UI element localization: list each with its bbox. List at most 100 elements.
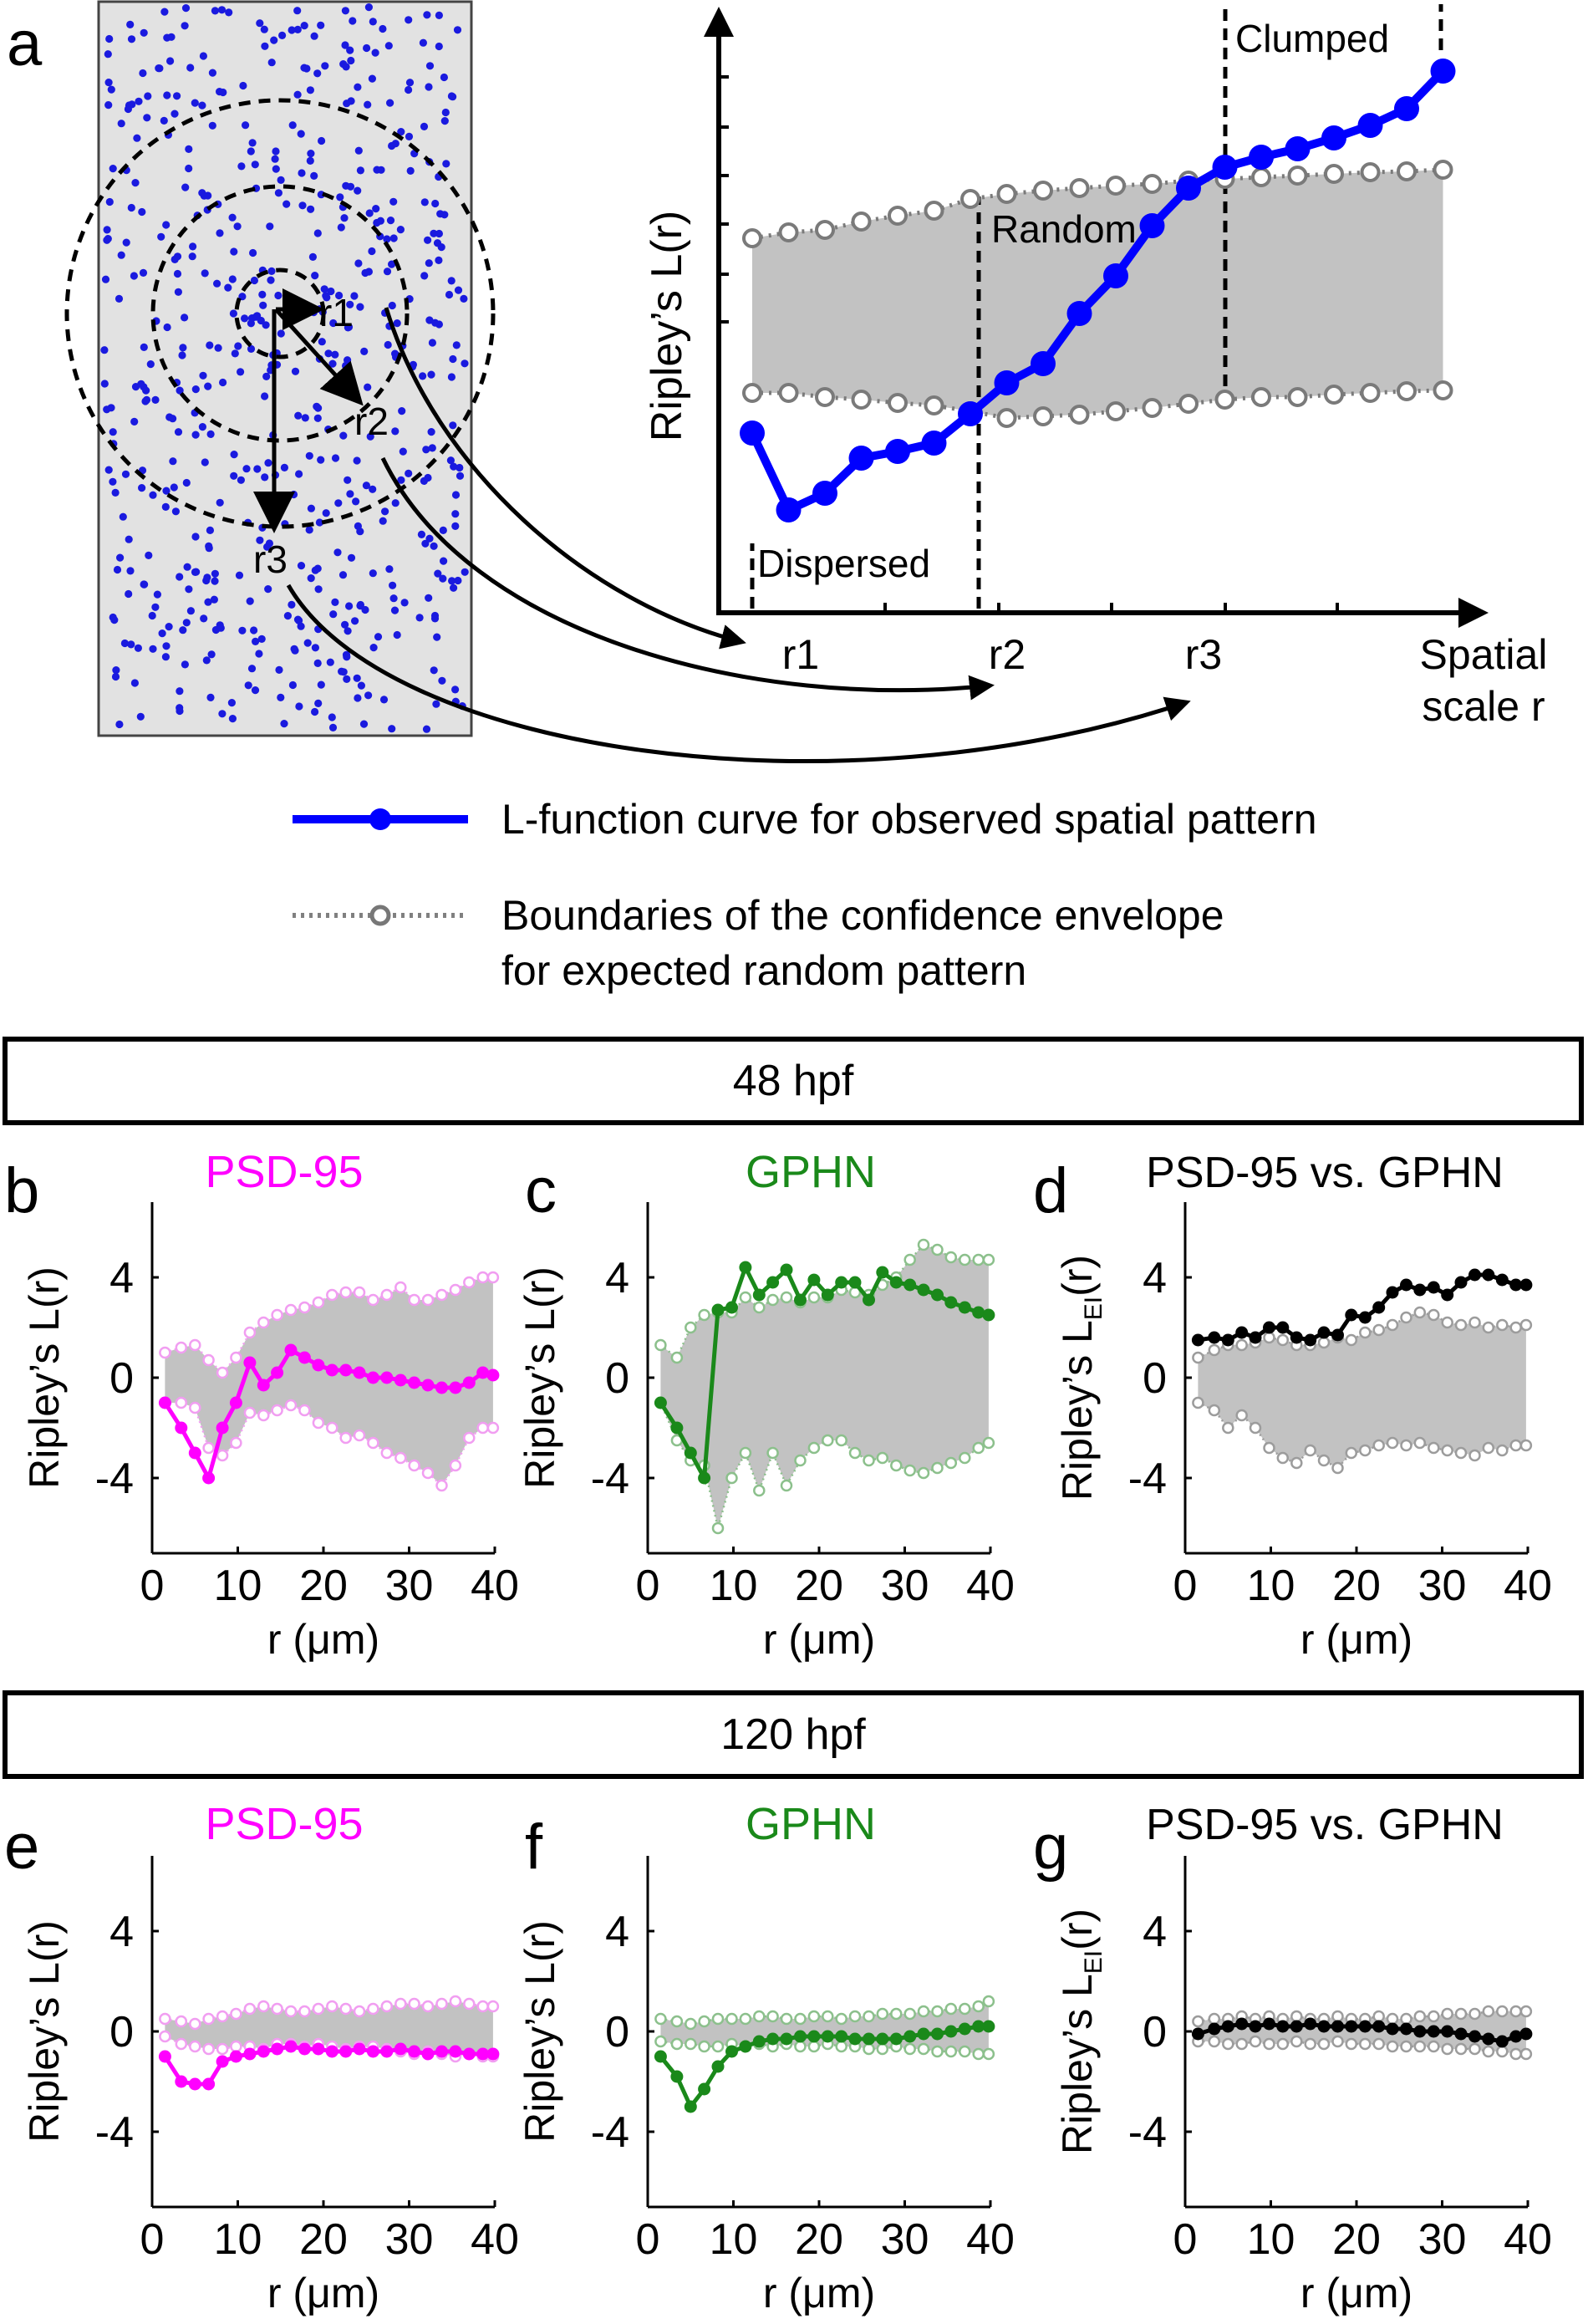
random-point: [165, 623, 173, 631]
random-point: [333, 548, 342, 557]
envelope-marker: [1142, 174, 1163, 194]
schematic-x-label-2: scale r: [1422, 683, 1545, 730]
observed-point: [298, 1351, 311, 1364]
y-tick-label: 0: [1143, 1354, 1167, 1403]
random-point: [293, 7, 302, 15]
observed-point: [312, 1358, 325, 1372]
envelope-point: [312, 1296, 325, 1309]
envelope-point: [972, 2000, 985, 2013]
observed-point: [216, 2055, 229, 2068]
random-point: [225, 8, 233, 17]
random-point: [431, 199, 440, 208]
observed-point: [1495, 1273, 1509, 1287]
envelope-point: [739, 1291, 752, 1304]
random-point: [264, 459, 272, 467]
envelope-point: [698, 2015, 710, 2028]
observed-point: [982, 2020, 995, 2033]
random-point: [199, 371, 207, 380]
envelope-point: [903, 2042, 916, 2056]
observed-point: [1276, 2020, 1290, 2033]
random-point: [428, 444, 436, 452]
envelope-point: [216, 1366, 229, 1379]
observed-point: [271, 2042, 284, 2056]
random-point: [346, 300, 354, 308]
observed-point: [1482, 2032, 1495, 2046]
envelope-point: [1400, 2040, 1412, 2053]
envelope-point: [1345, 2037, 1358, 2051]
envelope-point: [1290, 2035, 1303, 2048]
observed-point: [931, 2027, 944, 2041]
envelope-point: [1428, 2040, 1440, 2053]
random-point: [143, 114, 151, 122]
random-point: [242, 121, 250, 130]
random-point: [389, 581, 397, 589]
observed-point: [780, 2032, 793, 2046]
random-point: [214, 344, 222, 352]
random-point: [425, 534, 434, 543]
random-point: [366, 432, 374, 441]
envelope-point: [339, 1431, 352, 1445]
envelope-point: [863, 2010, 875, 2023]
random-point: [425, 316, 434, 324]
random-point: [445, 290, 454, 299]
x-tick-label: 40: [966, 1562, 1015, 1610]
envelope-point: [243, 1406, 257, 1419]
random-point: [369, 569, 377, 578]
envelope-point: [1468, 2007, 1481, 2021]
envelope-point: [1441, 2042, 1453, 2056]
random-point: [353, 674, 361, 682]
envelope-point: [931, 2045, 944, 2058]
observed-point: [1372, 1301, 1386, 1314]
random-point: [182, 478, 191, 487]
observed-point: [408, 2045, 421, 2058]
random-point: [295, 470, 303, 478]
x-tick-label: 20: [795, 1562, 843, 1610]
observed-marker: [1285, 136, 1311, 161]
random-point: [264, 585, 272, 594]
envelope-point: [725, 1471, 738, 1485]
observed-point: [739, 2040, 752, 2053]
observed-point: [794, 1293, 807, 1307]
envelope-marker: [924, 201, 944, 221]
envelope-point: [972, 1253, 985, 1266]
radius-arrow-r2: [274, 308, 364, 406]
random-point: [449, 421, 457, 430]
random-point: [176, 573, 184, 581]
random-point: [331, 350, 339, 359]
random-point: [450, 462, 458, 471]
random-point: [368, 74, 376, 83]
random-point: [321, 62, 329, 70]
observed-point: [1372, 2020, 1386, 2033]
random-point: [162, 221, 171, 229]
random-point: [200, 614, 208, 623]
observed-point: [1509, 1278, 1523, 1292]
random-point: [170, 483, 178, 492]
random-point: [317, 456, 325, 464]
envelope-point: [1372, 2010, 1385, 2023]
envelope-point: [408, 1459, 420, 1472]
random-point: [425, 259, 433, 268]
random-point: [267, 267, 276, 275]
envelope-marker: [888, 393, 908, 413]
envelope-point: [944, 1456, 958, 1470]
random-point: [216, 229, 224, 237]
envelope-point: [822, 2010, 834, 2023]
random-point: [130, 417, 139, 426]
random-point: [342, 361, 350, 370]
random-point: [427, 427, 435, 436]
envelope-point: [1263, 1441, 1275, 1455]
envelope-point: [284, 1303, 298, 1317]
random-point: [201, 458, 209, 466]
envelope-point: [753, 1301, 766, 1314]
section-header-48hpf-label: 48 hpf: [733, 1057, 854, 1105]
observed-point: [725, 1301, 738, 1314]
envelope-point: [312, 2002, 325, 2016]
section-header-120hpf: [3, 1690, 1584, 1779]
random-point: [131, 179, 140, 187]
envelope-point: [944, 2002, 958, 2016]
envelope-point: [685, 2037, 697, 2051]
envelope-point: [1192, 2015, 1204, 2028]
random-point: [228, 213, 237, 222]
